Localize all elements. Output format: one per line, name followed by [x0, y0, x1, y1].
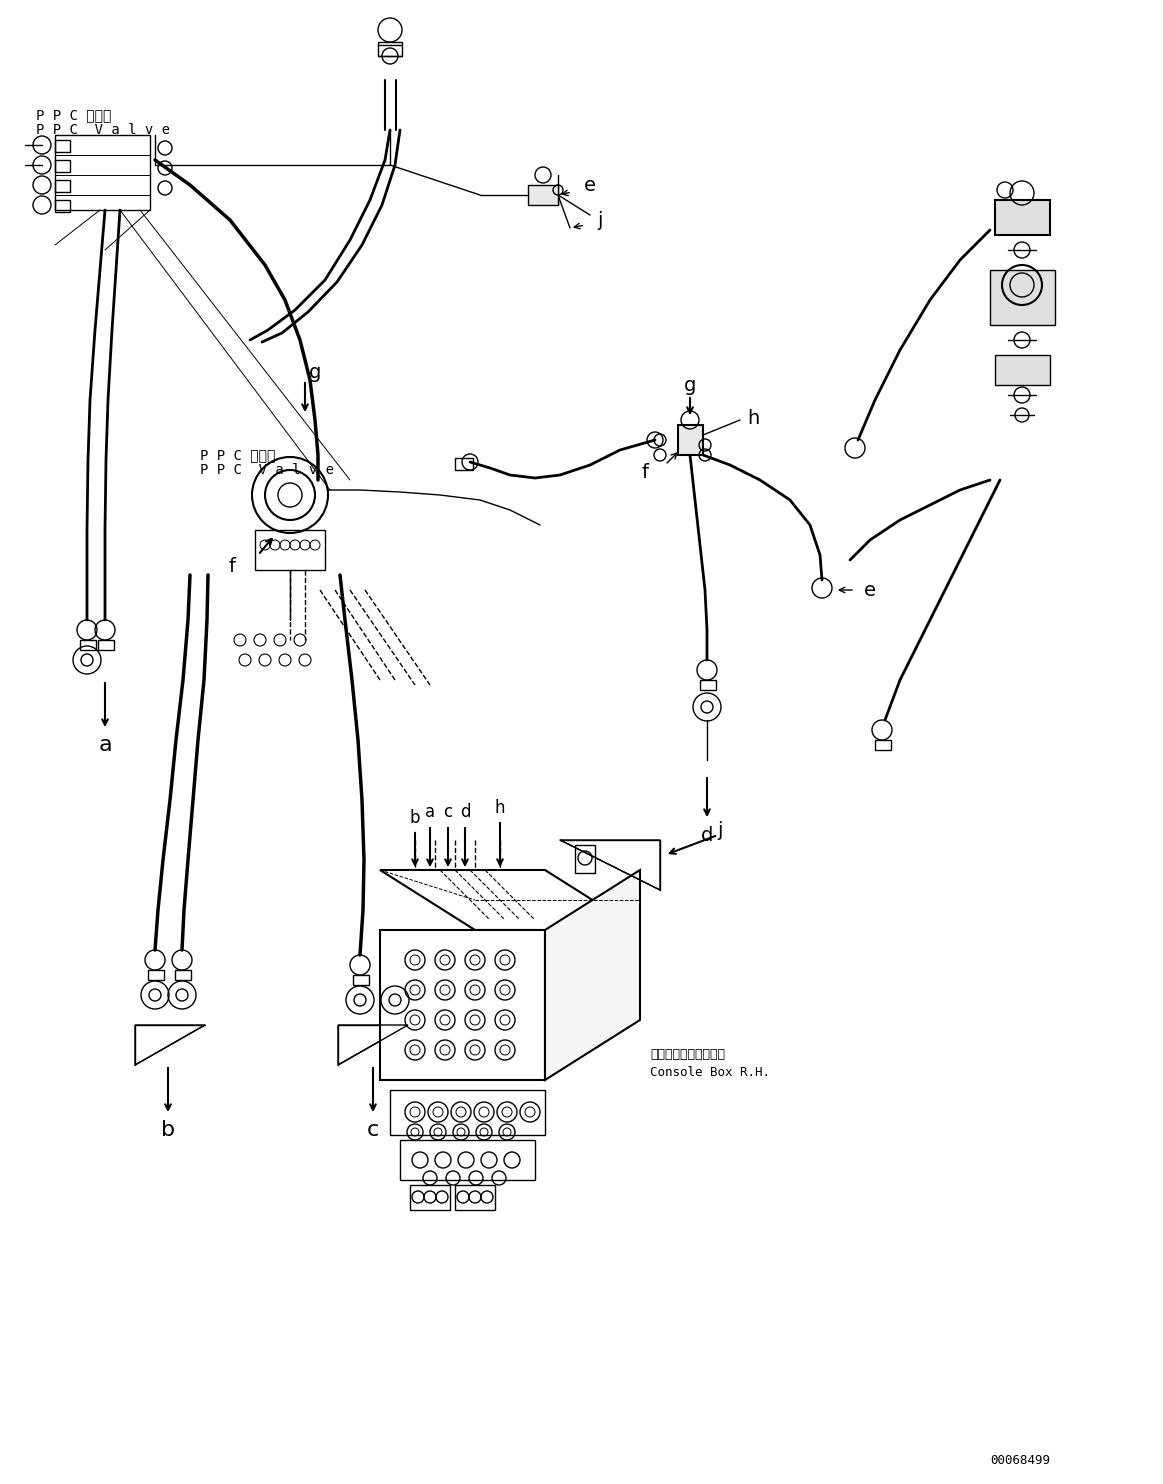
Bar	[990, 270, 1055, 325]
Text: d: d	[701, 825, 713, 844]
Polygon shape	[380, 930, 545, 1080]
Text: b: b	[160, 1120, 176, 1140]
Bar	[528, 186, 558, 205]
Polygon shape	[545, 870, 640, 1080]
Circle shape	[500, 1015, 511, 1025]
Text: a: a	[424, 803, 435, 821]
Bar	[996, 355, 1050, 384]
Text: P P C バルブ: P P C バルブ	[36, 108, 112, 122]
Bar	[411, 1186, 450, 1209]
Circle shape	[411, 1045, 420, 1055]
Bar	[378, 42, 402, 56]
Bar	[400, 1140, 535, 1180]
Circle shape	[411, 985, 420, 994]
Text: f: f	[642, 463, 649, 481]
Text: h: h	[494, 798, 505, 818]
Circle shape	[440, 1045, 450, 1055]
Polygon shape	[380, 870, 640, 930]
Text: c: c	[366, 1120, 379, 1140]
Text: P P C バルブ: P P C バルブ	[200, 448, 276, 462]
Circle shape	[470, 985, 480, 994]
Text: e: e	[864, 580, 876, 600]
Circle shape	[388, 994, 401, 1006]
Text: g: g	[309, 362, 321, 381]
Text: 00068499: 00068499	[990, 1453, 1050, 1466]
Text: f: f	[228, 556, 235, 576]
Bar	[148, 971, 164, 979]
Circle shape	[149, 988, 160, 1002]
Text: a: a	[98, 735, 112, 755]
Circle shape	[500, 985, 511, 994]
Text: h: h	[747, 408, 759, 427]
Bar	[98, 640, 114, 650]
Circle shape	[500, 1045, 511, 1055]
Text: g: g	[684, 375, 697, 395]
Circle shape	[500, 956, 511, 965]
Bar	[455, 1186, 495, 1209]
Text: Console Box R.H.: Console Box R.H.	[650, 1066, 770, 1079]
Circle shape	[411, 1015, 420, 1025]
Bar	[575, 844, 595, 873]
Circle shape	[440, 1015, 450, 1025]
Circle shape	[701, 700, 713, 712]
Bar	[390, 1091, 545, 1135]
Circle shape	[470, 956, 480, 965]
Text: j: j	[718, 821, 722, 840]
Text: b: b	[409, 809, 420, 827]
Bar	[80, 640, 97, 650]
Text: c: c	[443, 803, 452, 821]
Circle shape	[411, 956, 420, 965]
Bar	[174, 971, 191, 979]
Bar	[354, 975, 369, 985]
Text: e: e	[584, 175, 595, 194]
Circle shape	[470, 1015, 480, 1025]
Circle shape	[440, 956, 450, 965]
Text: P P C  V a l v e: P P C V a l v e	[200, 463, 334, 476]
Bar	[55, 200, 70, 212]
Bar	[678, 424, 702, 456]
Circle shape	[354, 994, 366, 1006]
Bar	[875, 741, 891, 749]
Bar	[55, 180, 70, 191]
Bar	[700, 680, 716, 690]
Text: P P C  V a l v e: P P C V a l v e	[36, 123, 170, 137]
Circle shape	[176, 988, 188, 1002]
Text: j: j	[598, 211, 602, 230]
Circle shape	[440, 985, 450, 994]
Circle shape	[81, 654, 93, 666]
Bar	[55, 160, 70, 172]
Circle shape	[470, 1045, 480, 1055]
Bar	[55, 139, 70, 151]
Bar	[55, 135, 150, 211]
Text: コンソールボックス右: コンソールボックス右	[650, 1049, 725, 1061]
Bar	[255, 530, 324, 570]
Bar	[996, 200, 1050, 234]
Text: d: d	[459, 803, 470, 821]
Bar	[455, 459, 473, 470]
